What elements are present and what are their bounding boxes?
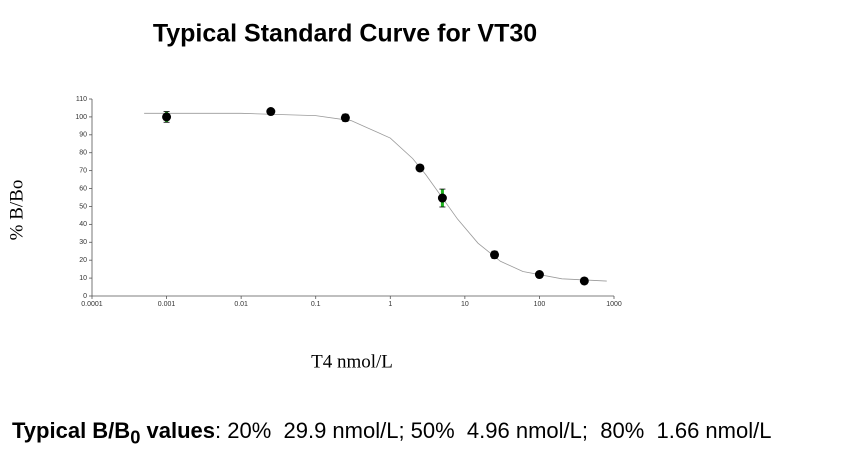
data-point: [534, 270, 544, 280]
footnote-lead: Typical B/B: [12, 418, 131, 443]
y-tick-label: 90: [79, 132, 87, 139]
y-axis-label: % B/Bo: [6, 180, 27, 241]
data-point: [340, 113, 350, 123]
data-point: [490, 250, 500, 260]
fit-curve: [144, 112, 607, 282]
data-point: [579, 276, 589, 286]
footnote: Typical B/B0 values: 20% 29.9 nmol/L; 50…: [12, 418, 771, 448]
y-tick-label: 60: [79, 185, 87, 192]
y-tick-label: 70: [79, 167, 87, 174]
y-tick-label: 110: [76, 96, 87, 103]
x-axis-label: T4 nmol/L: [311, 351, 393, 372]
x-tick-label: 10: [461, 301, 469, 308]
x-tick-label: 0.001: [158, 301, 176, 308]
y-tick-label: 40: [79, 221, 87, 228]
x-tick-label: 0.1: [311, 301, 321, 308]
y-tick-label: 10: [79, 275, 87, 282]
x-tick-label: 1000: [606, 301, 622, 308]
footnote-sub: 0: [130, 426, 141, 448]
y-tick-label: 20: [79, 257, 87, 264]
x-tick-label: 1: [388, 301, 392, 308]
y-tick-label: 80: [79, 150, 87, 157]
y-tick-label: 0: [83, 293, 87, 300]
y-tick-label: 50: [79, 203, 87, 210]
x-tick-label: 0.01: [234, 301, 248, 308]
chart-title: Typical Standard Curve for VT30: [153, 20, 537, 48]
chart: Typical Standard Curve for VT30 T4 nmol/…: [6, 20, 622, 373]
data-point: [162, 112, 172, 122]
footnote-lead-end: values: [140, 418, 216, 443]
x-tick-label: 0.0001: [81, 301, 103, 308]
data-point: [415, 163, 425, 173]
x-tick-label: 100: [534, 301, 546, 308]
footnote-body: : 20% 29.9 nmol/L; 50% 4.96 nmol/L; 80% …: [215, 418, 772, 443]
data-point: [437, 193, 447, 203]
y-tick-label: 100: [75, 114, 87, 121]
data-point: [266, 107, 276, 117]
y-tick-label: 30: [79, 239, 87, 246]
